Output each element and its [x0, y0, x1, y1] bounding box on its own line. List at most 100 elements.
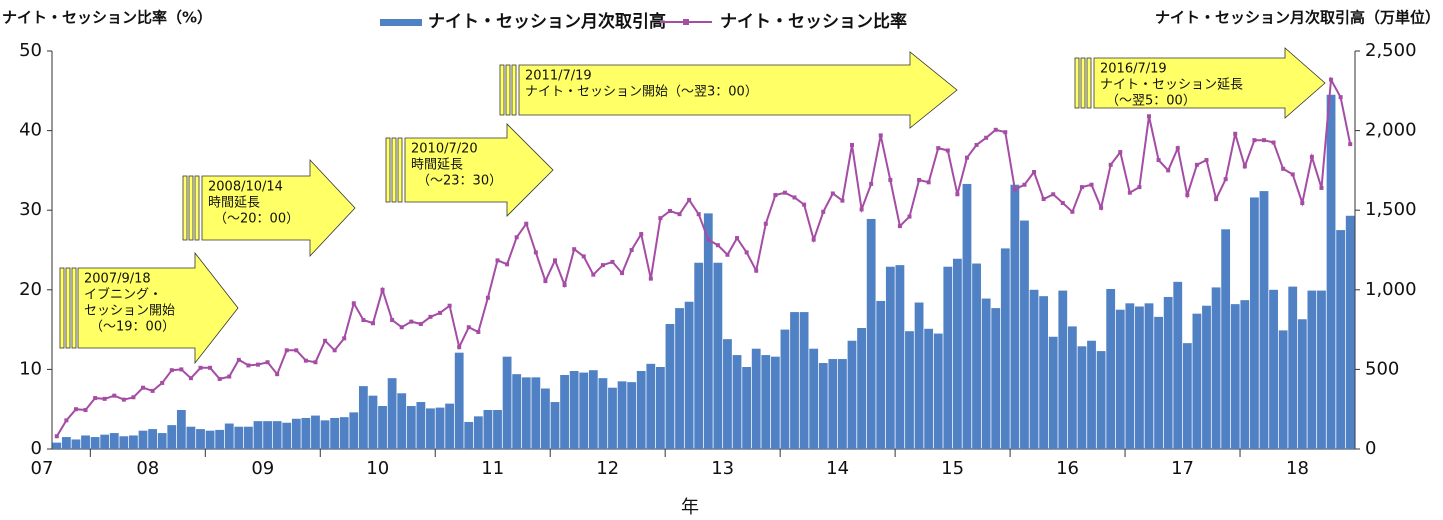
line-marker — [897, 224, 902, 229]
bar — [512, 374, 522, 449]
bar — [435, 407, 445, 449]
line-marker — [112, 393, 117, 398]
bar — [320, 420, 330, 449]
line-marker — [744, 250, 749, 255]
bar — [311, 415, 320, 449]
line-marker — [1338, 95, 1343, 100]
bar — [1010, 184, 1020, 449]
bar — [1020, 220, 1029, 449]
line-marker — [792, 195, 797, 200]
bar — [588, 370, 598, 449]
annotation-stripe — [1080, 57, 1086, 109]
line-marker — [284, 348, 289, 353]
bar — [368, 395, 378, 449]
x-tick-label: 16 — [1056, 458, 1079, 479]
bar — [598, 378, 608, 449]
bar — [1211, 287, 1221, 449]
y2-tick-label: 2,500 — [1365, 40, 1417, 61]
bar — [81, 435, 90, 449]
line-marker — [380, 287, 385, 292]
line-marker — [562, 283, 567, 288]
bar — [1230, 304, 1240, 449]
bar — [358, 386, 368, 449]
bar — [301, 417, 311, 449]
line-marker — [869, 181, 874, 186]
annotation-text: （〜23：30） — [417, 174, 502, 189]
bar — [186, 426, 196, 449]
bar — [129, 435, 138, 449]
x-tick-label: 10 — [366, 458, 389, 479]
annotation-stripe — [391, 137, 397, 203]
line-marker — [629, 248, 634, 252]
legend-marker — [683, 19, 689, 25]
bar — [550, 402, 560, 449]
line-marker — [1214, 197, 1219, 202]
bar — [167, 425, 177, 449]
annotation-stripe — [1086, 57, 1092, 109]
line-marker — [964, 155, 969, 160]
bar — [521, 377, 531, 449]
bar — [426, 408, 435, 449]
line-marker — [1300, 201, 1305, 206]
bar — [215, 429, 225, 449]
bar — [1115, 309, 1125, 449]
bar — [1269, 289, 1278, 449]
annotation-text: 2011/7/19 — [525, 69, 592, 84]
bar — [560, 374, 569, 449]
line-marker — [1194, 162, 1199, 167]
bar — [703, 213, 713, 449]
bar — [263, 421, 272, 449]
line-marker — [495, 258, 500, 263]
line-marker — [447, 303, 452, 308]
bar — [234, 426, 244, 449]
annotation-text: 時間延長 — [411, 158, 463, 173]
bar — [454, 352, 464, 449]
bar — [962, 183, 972, 449]
bar — [387, 378, 397, 449]
bar — [1067, 326, 1077, 449]
line-marker — [1309, 154, 1314, 159]
line-marker — [236, 357, 241, 362]
bar — [52, 442, 62, 449]
bar — [857, 328, 866, 449]
bar — [579, 372, 589, 449]
bar — [943, 266, 953, 449]
annotation-stripe — [188, 175, 194, 241]
annotation-stripe — [65, 267, 71, 349]
line-marker — [1281, 166, 1286, 171]
annotation-stripe — [182, 175, 188, 241]
line-marker — [533, 250, 538, 255]
bar — [933, 333, 943, 449]
line-marker — [1329, 77, 1334, 82]
y-axis-title: ナイト・セッション比率（%） — [2, 9, 212, 27]
bar — [684, 301, 694, 449]
line-marker — [351, 301, 356, 306]
bar — [761, 355, 771, 449]
bar — [397, 393, 407, 449]
x-tick-label: 11 — [481, 458, 504, 479]
line-marker — [1223, 177, 1228, 182]
annotation-text: ナイト・セッション延長 — [1100, 78, 1243, 93]
bar — [952, 258, 962, 449]
line-marker — [725, 252, 730, 257]
x-tick-label: 15 — [941, 458, 964, 479]
annotation-text: （〜翌5：00） — [1106, 94, 1196, 109]
line-marker — [1271, 140, 1276, 145]
annotation-stripe — [1074, 57, 1080, 109]
bar — [905, 331, 914, 449]
annotation-arrow — [404, 123, 554, 217]
bar — [665, 324, 675, 449]
line-marker — [208, 365, 213, 370]
line-marker — [131, 395, 136, 400]
line-marker — [1012, 187, 1017, 192]
bar — [742, 367, 752, 449]
y2-tick-label: 0 — [1365, 438, 1376, 459]
line-marker — [83, 407, 88, 412]
line-marker — [706, 237, 711, 242]
bar — [895, 265, 905, 449]
bar — [244, 426, 253, 449]
y2-axis-title: ナイト・セッション月次取引高（万単位） — [1155, 9, 1440, 27]
bar — [445, 403, 455, 449]
y-tick-label: 0 — [31, 438, 42, 459]
bar — [416, 402, 426, 449]
